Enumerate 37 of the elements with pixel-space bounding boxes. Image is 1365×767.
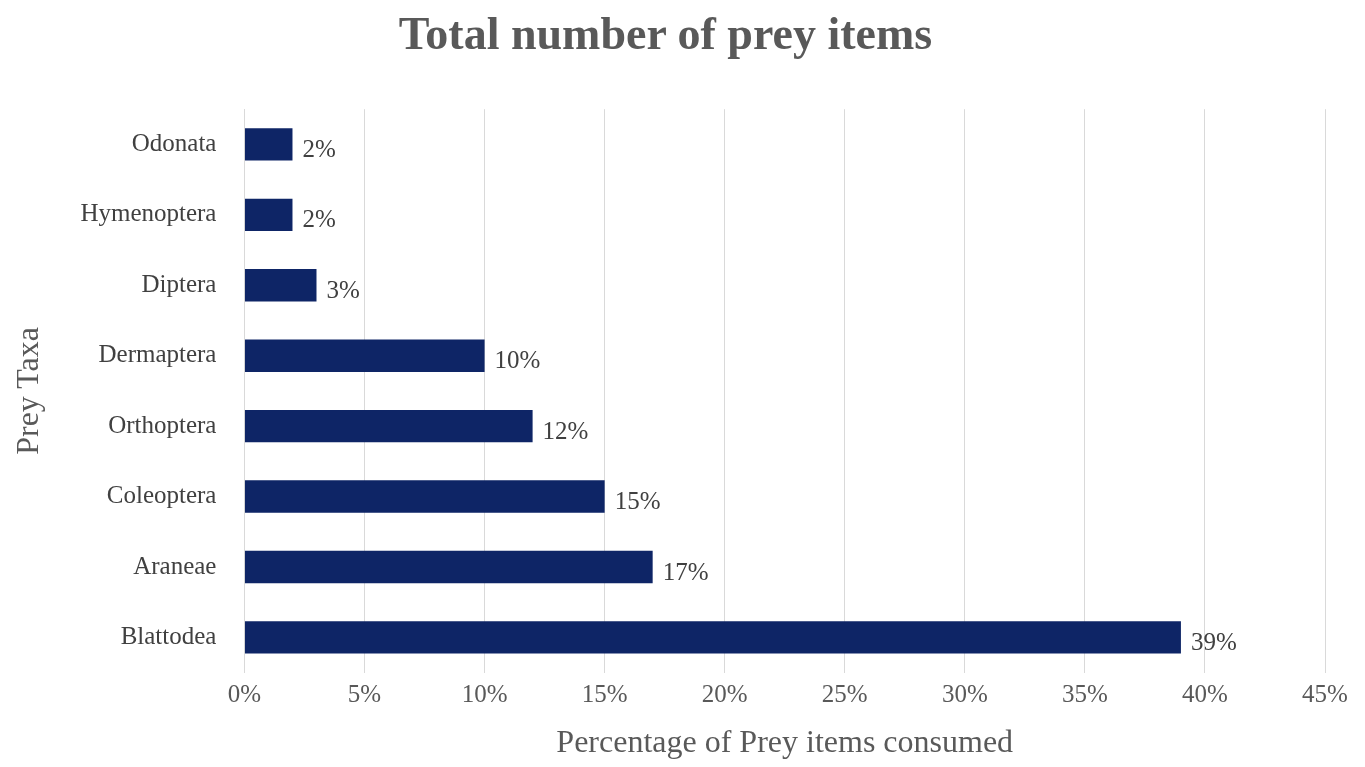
bar (244, 480, 605, 513)
x-tick-label: 45% (1302, 680, 1348, 708)
bar (244, 339, 485, 372)
chart-title: Total number of prey items (398, 8, 933, 60)
bar (244, 621, 1181, 654)
y-tick-label: Araneae (133, 551, 217, 579)
bar (244, 269, 317, 302)
y-tick-label: Orthoptera (108, 410, 217, 438)
bar (244, 409, 533, 443)
y-tick-label: Odonata (131, 128, 217, 156)
y-tick-label: Blattodea (120, 621, 217, 649)
data-label: 39% (1190, 627, 1237, 655)
bar (244, 128, 293, 161)
data-label: 2% (302, 134, 336, 162)
y-tick-label: Dermaptera (98, 340, 217, 368)
x-tick-label: 5% (347, 680, 382, 708)
data-label: 15% (614, 487, 661, 515)
x-axis-title: Percentage of Prey items consumed (556, 723, 1014, 760)
y-axis-title: Prey Taxa (8, 327, 45, 455)
x-tick-label: 30% (941, 680, 988, 708)
x-tick-label: 20% (701, 680, 748, 708)
x-tick-label: 35% (1061, 680, 1108, 708)
data-label: 10% (494, 346, 541, 374)
bar (244, 198, 293, 232)
x-tick-label: 10% (461, 680, 508, 708)
y-tick-label: Coleoptera (106, 481, 217, 509)
x-tick-label: 40% (1182, 680, 1228, 708)
data-label: 3% (326, 275, 360, 303)
bar (244, 550, 653, 584)
data-label: 12% (542, 416, 589, 444)
x-tick-label: 0% (227, 680, 262, 708)
y-tick-label: Diptera (141, 269, 217, 297)
data-label: 2% (302, 205, 336, 233)
data-label: 17% (662, 557, 709, 585)
x-tick-label: 25% (821, 680, 868, 708)
y-tick-label: Hymenoptera (80, 199, 217, 227)
x-tick-label: 15% (581, 680, 628, 708)
